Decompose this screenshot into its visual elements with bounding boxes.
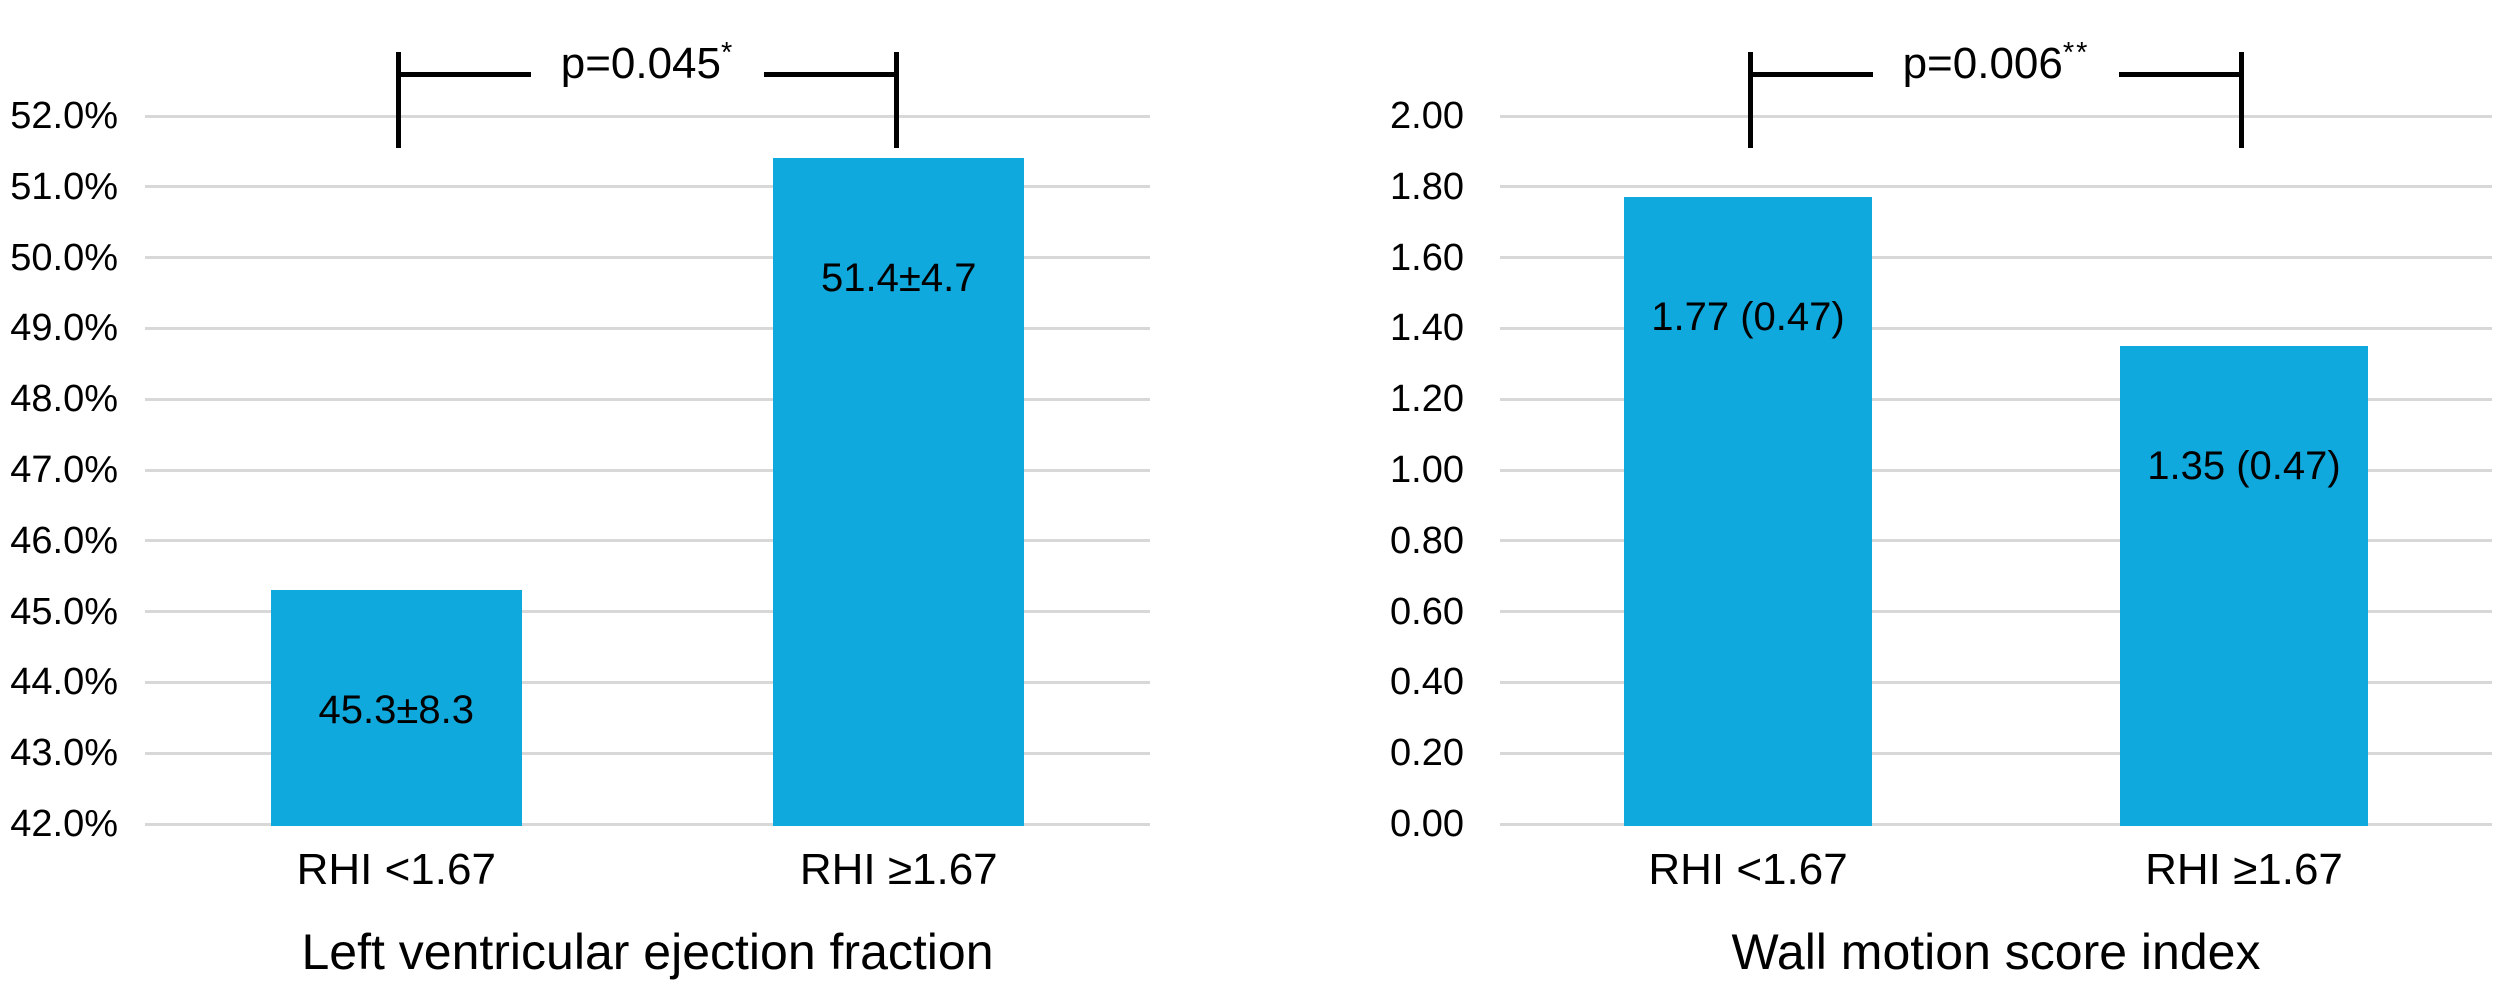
bar-value-label: 51.4±4.7 <box>821 256 977 301</box>
gridline <box>1500 680 2492 684</box>
y-tick-label: 50.0% <box>10 236 118 279</box>
x-category-label: RHI <1.67 <box>296 845 496 894</box>
significance-bracket: p=0.045* <box>396 37 899 148</box>
bracket-line: p=0.045* <box>401 37 894 99</box>
bracket-line: p=0.006** <box>1753 37 2240 99</box>
gridline <box>145 326 1150 330</box>
y-tick-label: 52.0% <box>10 95 118 137</box>
gridline <box>1500 468 2492 472</box>
x-category-label: RHI ≥1.67 <box>799 845 998 894</box>
significance-bracket: p=0.006** <box>1748 37 2244 148</box>
gridline <box>145 610 1150 614</box>
bar-value-label: 1.35 (0.47) <box>2147 444 2341 489</box>
y-tick-label: 2.00 <box>1390 95 1464 137</box>
gridline <box>145 185 1150 189</box>
bar <box>2120 346 2368 826</box>
gridline <box>1500 185 2492 189</box>
y-tick-label: 43.0% <box>10 732 118 775</box>
y-tick-label: 0.80 <box>1390 519 1464 562</box>
gridline <box>145 680 1150 684</box>
y-tick-label: 49.0% <box>10 307 118 350</box>
gridline <box>145 397 1150 401</box>
gridline <box>1500 114 2492 118</box>
gridline <box>145 468 1150 472</box>
chart-title: Wall motion score index <box>1731 924 2261 980</box>
gridline <box>1500 539 2492 543</box>
bracket-line-segment <box>764 72 894 77</box>
y-tick-label: 46.0% <box>10 519 118 562</box>
y-tick-label: 0.20 <box>1390 732 1464 775</box>
x-category-label: RHI ≥1.67 <box>2145 845 2343 894</box>
x-category-label: RHI <1.67 <box>1648 845 1848 894</box>
bar-value-label: 1.77 (0.47) <box>1651 295 1845 340</box>
bracket-tick <box>893 52 899 148</box>
gridline <box>1500 256 2492 260</box>
y-tick-label: 1.00 <box>1390 449 1464 491</box>
y-tick-label: 1.60 <box>1390 236 1464 279</box>
gridline <box>1500 610 2492 614</box>
p-value-text: p=0.045 <box>560 39 721 88</box>
y-tick-label: 1.20 <box>1390 378 1464 421</box>
bracket-line-segment <box>2119 72 2240 77</box>
bracket-tick <box>1748 52 1753 148</box>
gridline <box>145 256 1150 260</box>
gridline <box>145 539 1150 543</box>
p-value-label: p=0.006** <box>1902 37 2090 91</box>
gridline <box>1500 751 2492 755</box>
gridline <box>1500 397 2492 401</box>
p-value-label: p=0.045* <box>560 37 735 91</box>
gridline <box>145 751 1150 755</box>
chart-title: Left ventricular ejection fraction <box>301 924 994 980</box>
bracket-tick <box>396 52 402 148</box>
gridline <box>145 822 1150 826</box>
y-tick-label: 42.0% <box>10 803 118 845</box>
gridline <box>145 114 1150 118</box>
p-value-superscript: * <box>721 37 735 69</box>
bar <box>270 590 522 826</box>
y-tick-label: 51.0% <box>10 165 118 208</box>
y-tick-label: 1.80 <box>1390 165 1464 208</box>
y-tick-label: 48.0% <box>10 378 118 421</box>
y-tick-label: 45.0% <box>10 590 118 633</box>
bracket-line-segment <box>1753 72 1873 77</box>
y-tick-label: 47.0% <box>10 449 118 491</box>
gridline <box>1500 326 2492 330</box>
y-tick-label: 0.00 <box>1390 803 1464 845</box>
p-value-text: p=0.006 <box>1902 39 2063 88</box>
y-tick-label: 1.40 <box>1390 307 1464 350</box>
bracket-tick <box>2239 52 2244 148</box>
bar-value-label: 45.3±8.3 <box>318 688 474 733</box>
bar <box>1624 197 1872 826</box>
bracket-line-segment <box>401 72 531 77</box>
bar <box>773 158 1025 826</box>
y-tick-label: 44.0% <box>10 661 118 704</box>
gridline <box>1500 822 2492 826</box>
p-value-superscript: ** <box>2062 37 2090 69</box>
y-tick-label: 0.60 <box>1390 590 1464 633</box>
y-tick-label: 0.40 <box>1390 661 1464 704</box>
